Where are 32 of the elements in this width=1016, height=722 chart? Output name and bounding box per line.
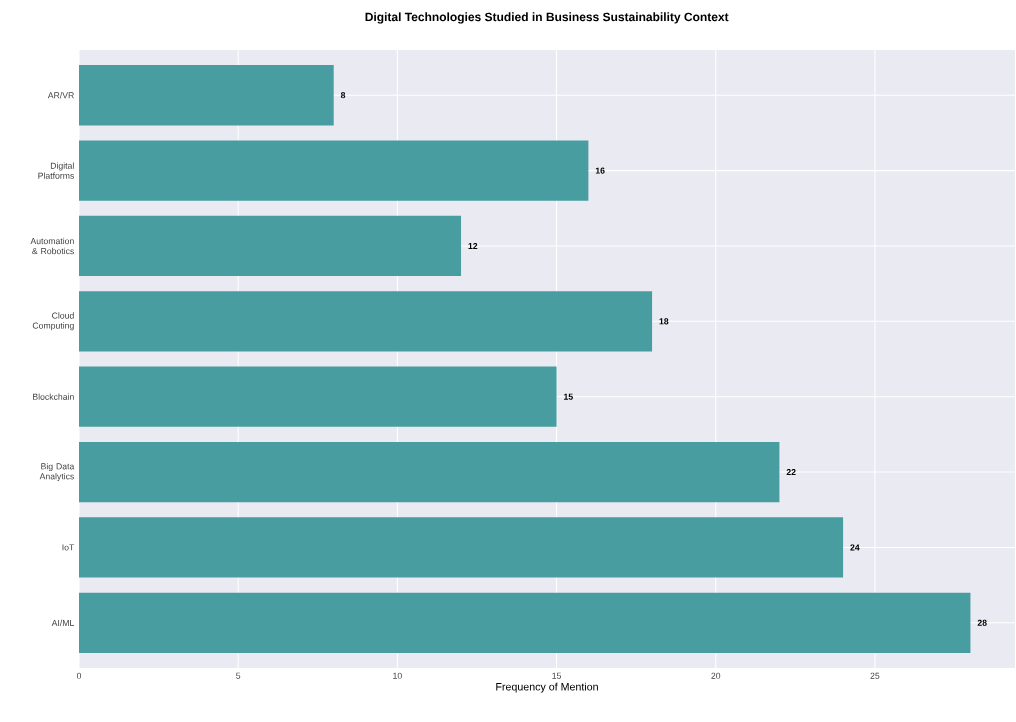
y-tick-label: Digital Platforms	[38, 162, 74, 179]
x-tick-label: 20	[711, 672, 721, 679]
bar	[79, 441, 780, 503]
bar	[79, 592, 971, 653]
data-label: 22	[786, 469, 796, 476]
x-tick-label: 0	[76, 672, 82, 679]
y-tick-label: IoT	[62, 544, 75, 551]
chart-title: Digital Technologies Studied in Business Sustainability Context	[365, 12, 729, 24]
bar	[79, 140, 589, 201]
y-tick-label: Automation & Robotics	[30, 237, 74, 255]
data-label: 15	[564, 393, 573, 400]
y-tick-label: AR/VR	[47, 92, 74, 99]
data-label: 8	[340, 92, 346, 99]
y-tick-label: Cloud Computing	[32, 312, 74, 331]
data-label: 24	[850, 544, 860, 551]
bar	[79, 366, 557, 427]
bar	[79, 517, 844, 578]
x-axis-title: Frequency of Mention	[496, 682, 598, 693]
data-label: 28	[977, 619, 987, 626]
y-tick-label: AI/ML	[51, 619, 75, 626]
y-tick-label: Big Data Analytics	[39, 463, 75, 482]
x-tick-label: 5	[236, 672, 241, 679]
data-label: 12	[468, 242, 478, 249]
x-tick-label: 25	[870, 672, 880, 679]
bar	[79, 291, 653, 352]
bar	[79, 65, 334, 126]
x-tick-label: 10	[393, 672, 402, 679]
bar	[79, 215, 462, 277]
data-label: 18	[659, 318, 669, 325]
x-tick-label: 15	[552, 672, 562, 679]
data-label: 16	[595, 167, 605, 174]
y-tick-label: Blockchain	[33, 393, 74, 400]
